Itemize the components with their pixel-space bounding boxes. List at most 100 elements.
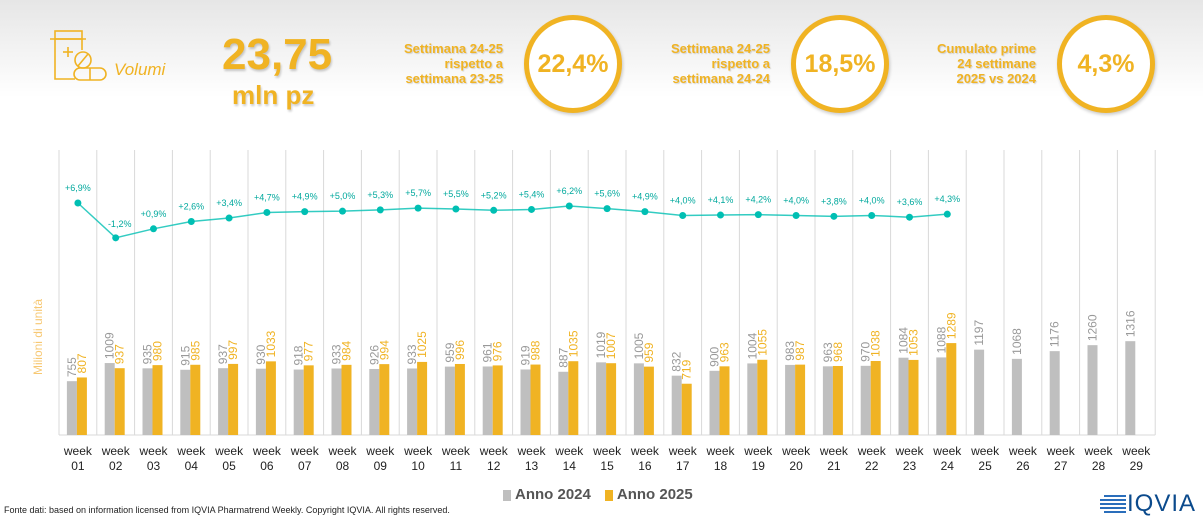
x-tick-label: week (743, 444, 773, 458)
x-tick-label: week (1121, 444, 1151, 458)
bar-2025-label: 984 (340, 340, 354, 360)
growth-point (792, 211, 800, 219)
iqvia-logo: IQVIA (1100, 490, 1196, 518)
bar-2025-label: 937 (113, 344, 127, 364)
growth-label: +6,9% (65, 183, 91, 193)
bar-2024-label: 930 (254, 344, 268, 364)
x-tick-label: 12 (487, 459, 501, 473)
bar-2025-label: 1289 (944, 312, 958, 339)
bar-2024-label: 959 (443, 342, 457, 362)
bar-2024-label: 1019 (594, 331, 608, 358)
x-tick-label: week (403, 444, 433, 458)
growth-label: +3,4% (216, 198, 242, 208)
x-tick-label: week (1046, 444, 1076, 458)
bar-2024-label: 933 (330, 344, 344, 364)
bar-2024-label: 970 (859, 341, 873, 361)
x-tick-label: 07 (298, 459, 312, 473)
x-tick-label: 17 (676, 459, 690, 473)
bar-2025 (76, 377, 87, 435)
bar-2025 (303, 365, 314, 435)
bar-2024 (974, 349, 985, 435)
x-tick-label: 24 (941, 459, 955, 473)
growth-point (603, 205, 611, 213)
bar-2025 (190, 364, 201, 435)
x-tick-label: week (63, 444, 93, 458)
kpi-1-caption: Settimana 24-25 rispetto a settimana 23-… (404, 41, 503, 86)
x-tick-label: week (819, 444, 849, 458)
x-tick-label: week (290, 444, 320, 458)
bar-2024-label: 926 (367, 345, 381, 365)
bar-2024 (369, 368, 380, 435)
x-tick-label: 19 (752, 459, 766, 473)
bar-2024 (822, 366, 833, 435)
bar-2025-label: 1055 (755, 329, 769, 356)
weekly-volume-chart: week01week02week03week04week05week06week… (58, 150, 1156, 473)
bar-2025 (795, 364, 806, 435)
x-tick-label: 29 (1130, 459, 1144, 473)
kpi-3-circle: 4,3% (1057, 15, 1155, 113)
bar-2024 (898, 357, 909, 435)
bar-2025 (908, 359, 919, 435)
bar-2025 (832, 365, 843, 435)
bar-2025-label: 980 (151, 341, 165, 361)
x-tick-label: week (214, 444, 244, 458)
growth-point (565, 202, 573, 210)
bar-2025-label: 977 (302, 341, 316, 361)
bar-2024-label: 887 (556, 347, 570, 367)
growth-label: +4,0% (859, 195, 885, 205)
source-note: Fonte dati: based on information license… (4, 505, 450, 515)
growth-label: +6,2% (556, 186, 582, 196)
bar-2025-label: 807 (75, 353, 89, 373)
bar-2025-label: 968 (831, 342, 845, 362)
bar-2024 (633, 363, 644, 435)
bar-2024 (180, 369, 191, 435)
growth-label: +4,1% (708, 195, 734, 205)
growth-point (74, 199, 82, 207)
growth-label: -1,2% (108, 219, 132, 229)
bar-2025 (114, 368, 125, 435)
bar-2024-label: 915 (178, 345, 192, 365)
bar-2025 (492, 365, 503, 435)
growth-label: +4,2% (745, 195, 771, 205)
x-tick-label: 04 (185, 459, 199, 473)
bar-2025-label: 1007 (604, 332, 618, 359)
growth-label: +5,2% (481, 190, 507, 200)
x-tick-label: week (1008, 444, 1038, 458)
growth-label: +5,5% (443, 189, 469, 199)
growth-label: +4,3% (934, 194, 960, 204)
x-tick-label: week (970, 444, 1000, 458)
bar-2024 (936, 357, 947, 435)
growth-point (868, 211, 876, 219)
bar-2024 (66, 381, 77, 435)
logo-wordmark: IQVIA (1127, 490, 1197, 517)
bar-2025-label: 1038 (869, 330, 883, 357)
bar-2024 (142, 368, 153, 435)
x-tick-label: 05 (222, 459, 236, 473)
bar-2025-label: 996 (453, 340, 467, 360)
bar-2025 (341, 364, 352, 435)
x-tick-label: 22 (865, 459, 879, 473)
growth-label: +0,9% (141, 209, 167, 219)
logo-stripes-icon (1100, 495, 1126, 513)
x-tick-label: week (894, 444, 924, 458)
legend-label: Anno 2024 (515, 486, 591, 503)
growth-point (225, 214, 233, 222)
growth-label: +2,6% (178, 201, 204, 211)
pill-bottle-icon (50, 30, 107, 81)
x-tick-label: 25 (978, 459, 992, 473)
x-tick-label: week (365, 444, 395, 458)
bar-2024-label: 1009 (103, 332, 117, 359)
legend-swatch (604, 489, 613, 501)
growth-point (414, 204, 422, 212)
bar-2025 (417, 361, 428, 435)
growth-label: +5,7% (405, 188, 431, 198)
bar-2024 (255, 368, 266, 435)
bar-2025-label: 1053 (907, 329, 921, 356)
x-tick-label: week (705, 444, 735, 458)
growth-point (339, 207, 346, 215)
bar-2024 (1087, 345, 1098, 435)
growth-point (376, 206, 384, 214)
x-tick-label: week (857, 444, 887, 458)
x-tick-label: 11 (450, 459, 463, 473)
bar-2025 (946, 343, 957, 435)
